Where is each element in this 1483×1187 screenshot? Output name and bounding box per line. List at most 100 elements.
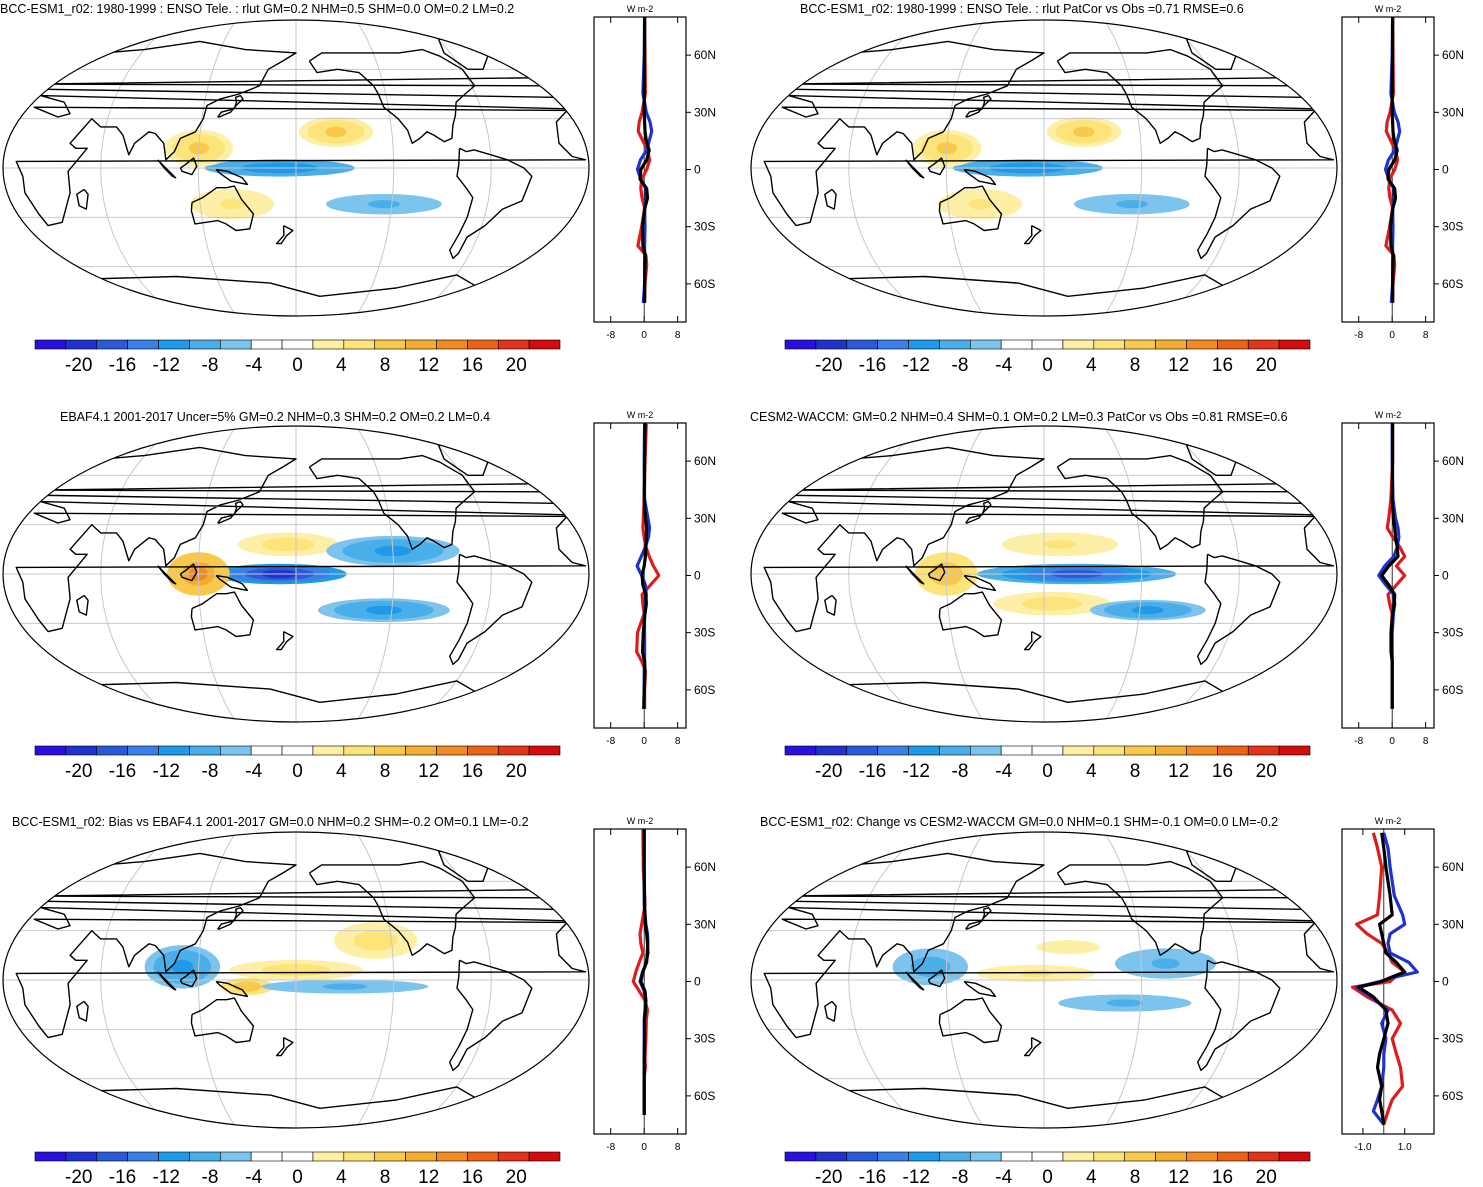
- map-layer: [3, 20, 589, 316]
- longitude-line: [100, 20, 176, 316]
- colorbar-swatch: [1000, 745, 1033, 756]
- y-tick-label: 60S: [694, 1089, 715, 1103]
- colorbar-label: 12: [1168, 761, 1189, 782]
- colorbar-swatch: [96, 745, 128, 756]
- colorbar-swatch: [219, 1151, 252, 1162]
- colorbar-swatch: [343, 745, 376, 756]
- x-tick-label: -1.0: [1354, 1142, 1372, 1153]
- colorbar-swatch: [374, 745, 406, 756]
- colorbar-label: 8: [1130, 355, 1141, 376]
- colorbar-swatch: [1031, 339, 1064, 350]
- colorbar-swatch: [784, 339, 817, 350]
- colorbar-swatch: [846, 1151, 878, 1162]
- profile-units: W m-2: [627, 816, 654, 826]
- colorbar-swatch: [374, 1151, 406, 1162]
- colorbar-swatch: [877, 339, 909, 350]
- coastline: [190, 997, 255, 1044]
- world-map: [750, 425, 1338, 723]
- colorbar-swatch: [189, 339, 221, 350]
- y-tick-label: 60N: [694, 48, 716, 62]
- longitude-line: [848, 20, 924, 316]
- coastline: [963, 168, 997, 186]
- x-tick-label: 1.0: [1398, 1142, 1412, 1153]
- coastline: [965, 94, 992, 118]
- y-tick-label: 0: [1442, 975, 1449, 989]
- colorbar-label: 20: [1256, 761, 1277, 782]
- colorbar-label: -16: [859, 761, 886, 782]
- coastline: [1056, 48, 1224, 145]
- map-layer: [751, 832, 1337, 1128]
- coastline: [965, 906, 992, 930]
- colorbar-swatch: [158, 745, 190, 756]
- colorbar-swatch: [1247, 339, 1280, 350]
- colorbar-swatch: [65, 1151, 98, 1162]
- colorbar-label: 12: [1168, 355, 1189, 376]
- colorbar-label: 8: [380, 761, 391, 782]
- colorbar-label: -8: [952, 355, 969, 376]
- longitude-line: [848, 426, 924, 722]
- anomaly-patch: [1056, 943, 1081, 951]
- profile-series-line: [1350, 832, 1407, 1125]
- colorbar-label: -12: [903, 761, 930, 782]
- colorbar-swatch: [96, 1151, 128, 1162]
- coastline: [215, 980, 249, 998]
- colorbar: -20 -16 -12 -8 -4 0 4 8 12 16 20: [784, 1151, 1311, 1187]
- coastline: [217, 906, 244, 930]
- y-tick-label: 30S: [1442, 220, 1463, 234]
- colorbar-label: -4: [995, 1167, 1012, 1187]
- colorbar-label: 16: [462, 1167, 483, 1187]
- coastline: [938, 997, 1003, 1044]
- colorbar-swatch: [436, 339, 468, 350]
- map-layer: [3, 426, 589, 722]
- colorbar-swatch: [281, 339, 314, 350]
- colorbar-swatch: [1093, 1151, 1126, 1162]
- colorbar-label: 12: [1168, 1167, 1189, 1187]
- colorbar-label: 4: [336, 355, 347, 376]
- y-tick-label: 30N: [1442, 105, 1464, 119]
- colorbar-swatch: [939, 1151, 971, 1162]
- colorbar-swatch: [1124, 1151, 1156, 1162]
- longitude-line: [945, 20, 985, 316]
- colorbar-label: 0: [292, 1167, 303, 1187]
- colorbar-swatch: [158, 1151, 190, 1162]
- x-tick-label: -8: [606, 330, 615, 341]
- colorbar-swatch: [405, 1151, 437, 1162]
- anomaly-patch: [1019, 969, 1053, 978]
- y-tick-label: 30N: [694, 917, 716, 931]
- colorbar-swatch: [219, 745, 252, 756]
- y-tick-label: 0: [694, 975, 701, 989]
- x-tick-label: -8: [606, 736, 615, 747]
- coastline: [76, 594, 89, 616]
- map-border: [750, 425, 1338, 723]
- colorbar-swatch: [1186, 339, 1218, 350]
- panel-title: BCC-ESM1_r02: 1980-1999 : ENSO Tele. : r…: [800, 2, 1244, 16]
- anomaly-patch: [322, 983, 368, 990]
- colorbar-swatch: [250, 339, 283, 350]
- anomaly-patch: [367, 200, 400, 209]
- colorbar-label: -8: [202, 355, 219, 376]
- y-tick-label: 30N: [694, 105, 716, 119]
- colorbar-label: -4: [245, 1167, 262, 1187]
- colorbar-swatch: [312, 1151, 345, 1162]
- longitude-line: [100, 426, 176, 722]
- x-tick-label: 8: [1423, 330, 1429, 341]
- coastline: [824, 188, 837, 210]
- coastline: [217, 500, 244, 524]
- colorbar-swatch: [1031, 745, 1064, 756]
- colorbar-label: 8: [1130, 761, 1141, 782]
- coastline: [927, 157, 946, 176]
- colorbar-swatch: [1247, 1151, 1280, 1162]
- colorbar-swatch: [784, 1151, 817, 1162]
- coastline: [1023, 630, 1042, 651]
- world-map: [2, 831, 590, 1129]
- profile-series-line: [638, 17, 651, 303]
- colorbar-label: 12: [418, 355, 439, 376]
- coastline: [1056, 454, 1224, 551]
- colorbar-swatch: [250, 1151, 283, 1162]
- colorbar-swatch: [1278, 1151, 1311, 1162]
- colorbar-swatch: [1217, 1151, 1249, 1162]
- coastline: [215, 168, 249, 186]
- y-tick-label: 30S: [694, 1032, 715, 1046]
- colorbar-label: 8: [1130, 1167, 1141, 1187]
- coastline: [275, 1036, 294, 1057]
